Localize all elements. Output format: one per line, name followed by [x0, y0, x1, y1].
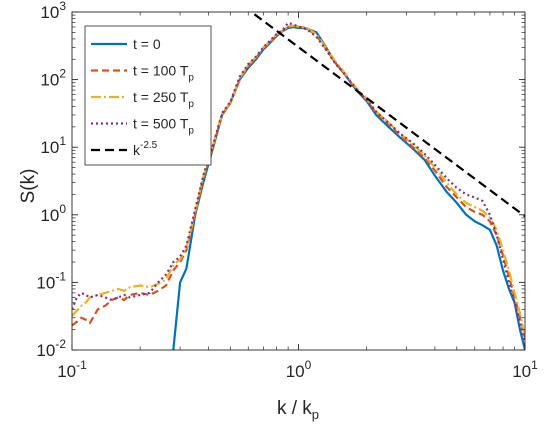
legend-label-3: t = 250 Tp	[133, 89, 194, 110]
legend-label-2: t = 100 Tp	[133, 63, 194, 84]
x-tick-label-1: 10-1	[57, 358, 87, 381]
legend-label-1: t = 0	[133, 36, 161, 52]
series-line-5	[249, 12, 525, 218]
x-axis-label-sub: p	[312, 407, 319, 422]
y-tick-label-2: 10-1	[36, 269, 66, 292]
x-tick-label-2: 100	[286, 358, 312, 381]
x-axis-label-main: k / k	[277, 398, 312, 419]
y-tick-label-1: 10-2	[36, 337, 66, 360]
y-tick-label-5: 102	[40, 67, 66, 90]
legend-label-4: t = 500 Tp	[133, 116, 194, 137]
y-tick-label-4: 101	[40, 134, 66, 157]
y-axis-label: S(k)	[18, 169, 39, 204]
legend-label-5: k-2.5	[133, 140, 158, 158]
series-line-4	[72, 21, 525, 345]
series-layer	[72, 12, 525, 350]
legend: t = 0 t = 100 Tp t = 250 Tp t = 500 Tp k-2.5	[84, 25, 212, 166]
y-tick-label-3: 100	[40, 202, 66, 225]
x-axis-label: k / kp	[277, 398, 319, 422]
x-tick-label-3: 101	[512, 358, 538, 381]
series-line-3	[72, 24, 525, 339]
legend-box	[84, 25, 212, 166]
y-tick-label-6: 103	[40, 0, 66, 22]
